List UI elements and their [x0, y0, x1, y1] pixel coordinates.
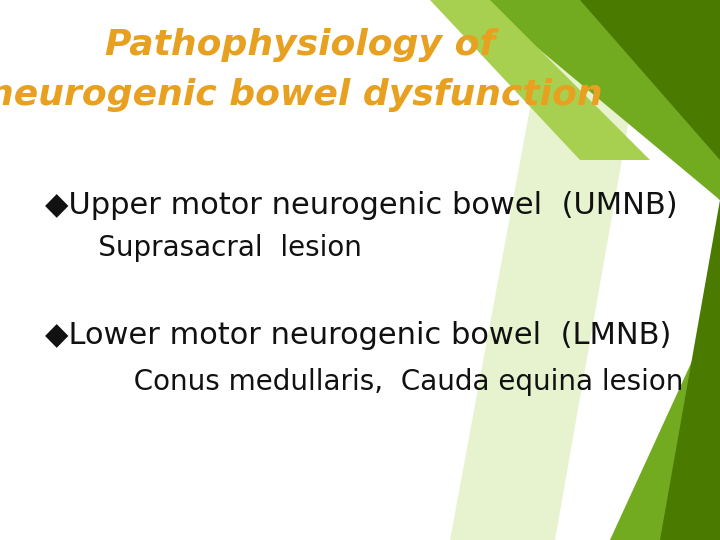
Text: ◆Lower motor neurogenic bowel  (LMNB): ◆Lower motor neurogenic bowel (LMNB) — [45, 321, 671, 349]
Text: Conus medullaris,  Cauda equina lesion: Conus medullaris, Cauda equina lesion — [45, 368, 683, 396]
Polygon shape — [660, 200, 720, 540]
Polygon shape — [550, 0, 720, 200]
Text: Pathophysiology of: Pathophysiology of — [105, 28, 495, 62]
Polygon shape — [430, 0, 650, 160]
Text: Suprasacral  lesion: Suprasacral lesion — [45, 234, 362, 262]
Polygon shape — [610, 300, 720, 540]
Polygon shape — [450, 0, 650, 540]
Polygon shape — [480, 0, 720, 200]
Text: ◆Upper motor neurogenic bowel  (UMNB): ◆Upper motor neurogenic bowel (UMNB) — [45, 191, 678, 219]
Polygon shape — [555, 400, 720, 540]
Text: neurogenic bowel dysfunction: neurogenic bowel dysfunction — [0, 78, 603, 112]
